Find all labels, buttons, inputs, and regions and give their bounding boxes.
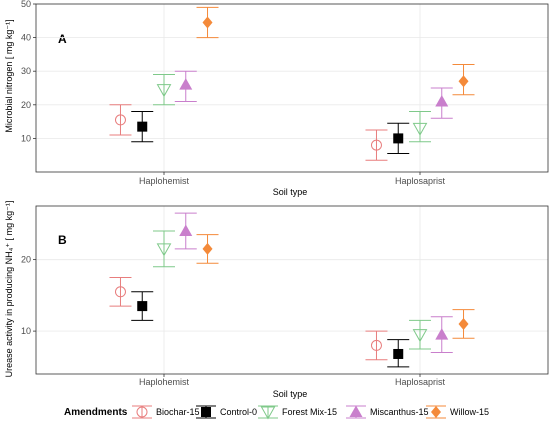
legend-item-label: Biochar-15	[156, 407, 200, 417]
panel-b-point	[370, 339, 382, 351]
panel-a-y-tick-label: 50	[21, 0, 31, 9]
panel-b-point	[156, 243, 172, 257]
panel-b-point	[412, 329, 428, 343]
panel-a-y-tick-label: 40	[21, 33, 31, 43]
legend-item-label: Control-0	[220, 407, 257, 417]
panel-a-point	[114, 114, 126, 126]
panel-b-plot-border	[35, 205, 549, 375]
panel-a-point	[137, 121, 148, 132]
panel-b-label: B	[58, 233, 67, 247]
panel-b-y-tick-label: 10	[21, 326, 31, 336]
panel-b-x-tick-label: Haplohemist	[139, 377, 190, 387]
panel-a-x-axis-label: Soil type	[273, 187, 308, 197]
panel-a-point	[179, 78, 193, 90]
panel-a-y-tick-label: 20	[21, 100, 31, 110]
panel-b-y-axis-label: Urease activity in producing NH₄⁺ [ mg k…	[4, 201, 14, 378]
panel-b-point	[179, 224, 193, 237]
panel-a-point	[202, 16, 213, 29]
panel-b-point	[393, 348, 404, 359]
legend-title: Amendments	[64, 407, 128, 418]
panel-b-point	[137, 301, 148, 312]
panel-a-x-tick-label: Haplosaprist	[395, 176, 446, 186]
panel-a-plot-border	[35, 3, 549, 173]
legend: Amendments Biochar-15 Control-0 Forest Mix…	[64, 405, 489, 420]
legend-item-label: Forest Mix-15	[282, 407, 337, 417]
panel-a-point	[156, 84, 172, 98]
panel-a-point	[412, 122, 428, 136]
panel-a-y-tick-label: 30	[21, 66, 31, 76]
panel-a-label: A	[58, 32, 67, 46]
panel-b-point	[458, 317, 469, 330]
legend-key-marker	[431, 406, 441, 418]
panel-b-point	[114, 286, 126, 298]
panel-a-x-tick-label: Haplohemist	[139, 176, 190, 186]
legend-key-marker	[136, 406, 148, 418]
legend-item-label: Miscanthus-15	[370, 407, 429, 417]
panel-b-x-axis-label: Soil type	[273, 389, 308, 399]
panel-b-x-tick-label: Haplosaprist	[395, 377, 446, 387]
legend-key-marker	[349, 405, 363, 417]
panel-b-point	[435, 328, 449, 340]
panel-b: B Urease activity in producing NH₄⁺ [ mg…	[4, 201, 549, 399]
legend-key-marker	[201, 407, 211, 417]
panel-a-y-tick-label: 10	[21, 133, 31, 143]
panel-b-point	[202, 242, 213, 255]
legend-key-marker	[260, 406, 276, 420]
panel-b-y-tick-label: 20	[21, 255, 31, 265]
panel-a: A Microbial nitrogen [ mg kg⁻¹] Soil typ…	[4, 0, 549, 197]
panel-a-point	[370, 139, 382, 151]
panel-a-point	[458, 75, 469, 88]
panel-a-point	[393, 133, 404, 144]
panel-a-y-axis-label: Microbial nitrogen [ mg kg⁻¹]	[4, 19, 14, 132]
panel-a-point	[435, 94, 449, 107]
legend-item-label: Willow-15	[450, 407, 489, 417]
